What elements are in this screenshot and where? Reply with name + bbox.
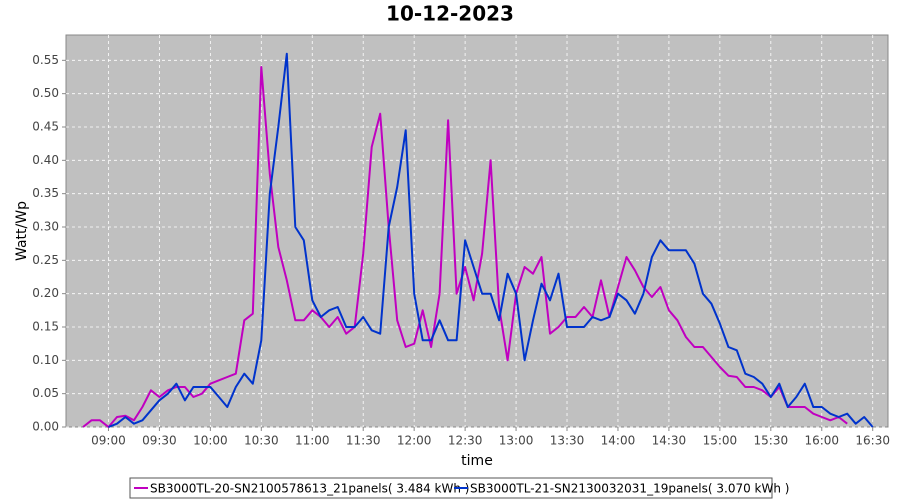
y-tick-label: 0.30 bbox=[32, 220, 59, 234]
x-tick-label: 12:00 bbox=[397, 434, 432, 448]
y-tick-label: 0.05 bbox=[32, 386, 59, 400]
x-tick-label: 11:30 bbox=[346, 434, 381, 448]
y-tick-label: 0.10 bbox=[32, 353, 59, 367]
x-tick-label: 10:00 bbox=[193, 434, 228, 448]
x-tick-label: 14:30 bbox=[652, 434, 687, 448]
y-tick-label: 0.15 bbox=[32, 320, 59, 334]
x-tick-label: 12:30 bbox=[448, 434, 483, 448]
y-tick-label: 0.20 bbox=[32, 286, 59, 300]
legend-label: SB3000TL-21-SN2130032031_19panels( 3.070… bbox=[470, 482, 789, 496]
x-tick-label: 09:00 bbox=[91, 434, 126, 448]
plot-area bbox=[65, 34, 889, 428]
x-tick-label: 13:30 bbox=[550, 434, 585, 448]
x-tick-label: 15:30 bbox=[754, 434, 789, 448]
y-tick-label: 0.50 bbox=[32, 86, 59, 100]
x-tick-label: 13:00 bbox=[499, 434, 534, 448]
x-tick-label: 16:30 bbox=[855, 434, 890, 448]
y-tick-label: 0.45 bbox=[32, 120, 59, 134]
series-line bbox=[108, 52, 874, 428]
x-tick-label: 10:30 bbox=[244, 434, 279, 448]
y-axis-label: Watt/Wp bbox=[14, 201, 30, 261]
x-tick-label: 15:00 bbox=[703, 434, 738, 448]
x-tick-label: 11:00 bbox=[295, 434, 330, 448]
legend-label: SB3000TL-20-SN2100578613_21panels( 3.484… bbox=[150, 482, 469, 496]
y-tick-label: 0.55 bbox=[32, 53, 59, 67]
x-axis-label: time bbox=[461, 453, 493, 469]
series-line bbox=[82, 66, 848, 428]
y-tick-label: 0.35 bbox=[32, 186, 59, 200]
y-tick-label: 0.25 bbox=[32, 253, 59, 267]
y-tick-label: 0.00 bbox=[32, 420, 59, 434]
x-tick-label: 14:00 bbox=[601, 434, 636, 448]
legend-box bbox=[129, 477, 773, 499]
x-tick-label: 09:30 bbox=[142, 434, 177, 448]
chart-title: 10-12-2023 bbox=[386, 2, 514, 26]
y-tick-label: 0.40 bbox=[32, 153, 59, 167]
x-tick-label: 16:00 bbox=[804, 434, 839, 448]
